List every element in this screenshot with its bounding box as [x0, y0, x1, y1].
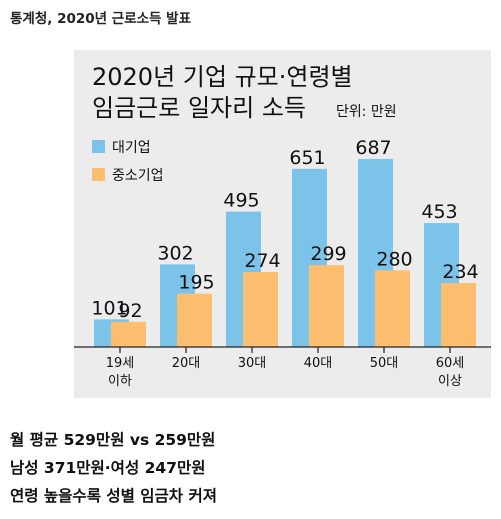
value-label-1-0: 92	[118, 300, 142, 322]
bar-1-0	[111, 321, 146, 347]
x-tick-label-5-line0: 60세	[436, 356, 465, 371]
value-label-1-5: 234	[442, 261, 478, 283]
value-label-0-3: 651	[289, 147, 325, 169]
x-tick-label-5-line1: 이상	[438, 374, 462, 389]
legend-label-0: 대기업	[112, 140, 151, 156]
value-label-0-2: 495	[223, 190, 259, 212]
footer-line-1: 월 평균 529만원 vs 259만원	[10, 431, 216, 449]
bar-1-1	[177, 293, 212, 347]
chart-unit: 단위: 만원	[336, 104, 397, 120]
value-label-0-1: 302	[157, 242, 193, 264]
value-label-1-3: 299	[310, 243, 346, 265]
footer-line-3: 연령 높을수록 성별 임금차 커져	[10, 487, 217, 505]
footer-line-2: 남성 371만원·여성 247만원	[10, 459, 206, 477]
source-line: 통계청, 2020년 근로소득 발표	[10, 11, 192, 27]
value-label-1-4: 280	[376, 248, 412, 270]
bar-1-2	[243, 272, 278, 347]
value-label-0-4: 687	[355, 137, 391, 159]
bar-1-5	[441, 282, 476, 347]
value-label-1-1: 195	[178, 272, 214, 294]
legend-swatch-0	[92, 140, 105, 153]
x-tick-label-1: 20대	[172, 356, 201, 371]
x-tick-label-0-line0: 19세	[106, 356, 135, 371]
x-tick-label-0-line1: 이하	[108, 374, 132, 389]
bar-1-4	[375, 270, 410, 347]
footer: 월 평균 529만원 vs 259만원 남성 371만원·여성 247만원 연령…	[10, 426, 217, 510]
bar-chart: 2020년 기업 규모·연령별 임금근로 일자리 소득 단위: 만원 대기업중소…	[74, 50, 491, 398]
value-label-0-5: 453	[421, 201, 457, 223]
chart-title: 2020년 기업 규모·연령별	[92, 63, 353, 91]
x-tick-label-3: 40대	[304, 356, 333, 371]
legend-label-1: 중소기업	[112, 168, 164, 184]
x-tick-label-2: 30대	[238, 356, 267, 371]
value-label-1-2: 274	[244, 250, 280, 272]
chart-subtitle: 임금근로 일자리 소득	[92, 94, 306, 122]
value-label-0-0: 101	[91, 297, 127, 319]
bars-group	[94, 159, 476, 347]
legend-swatch-1	[92, 168, 105, 181]
bar-1-3	[309, 265, 344, 347]
x-tick-label-4: 50대	[370, 356, 399, 371]
